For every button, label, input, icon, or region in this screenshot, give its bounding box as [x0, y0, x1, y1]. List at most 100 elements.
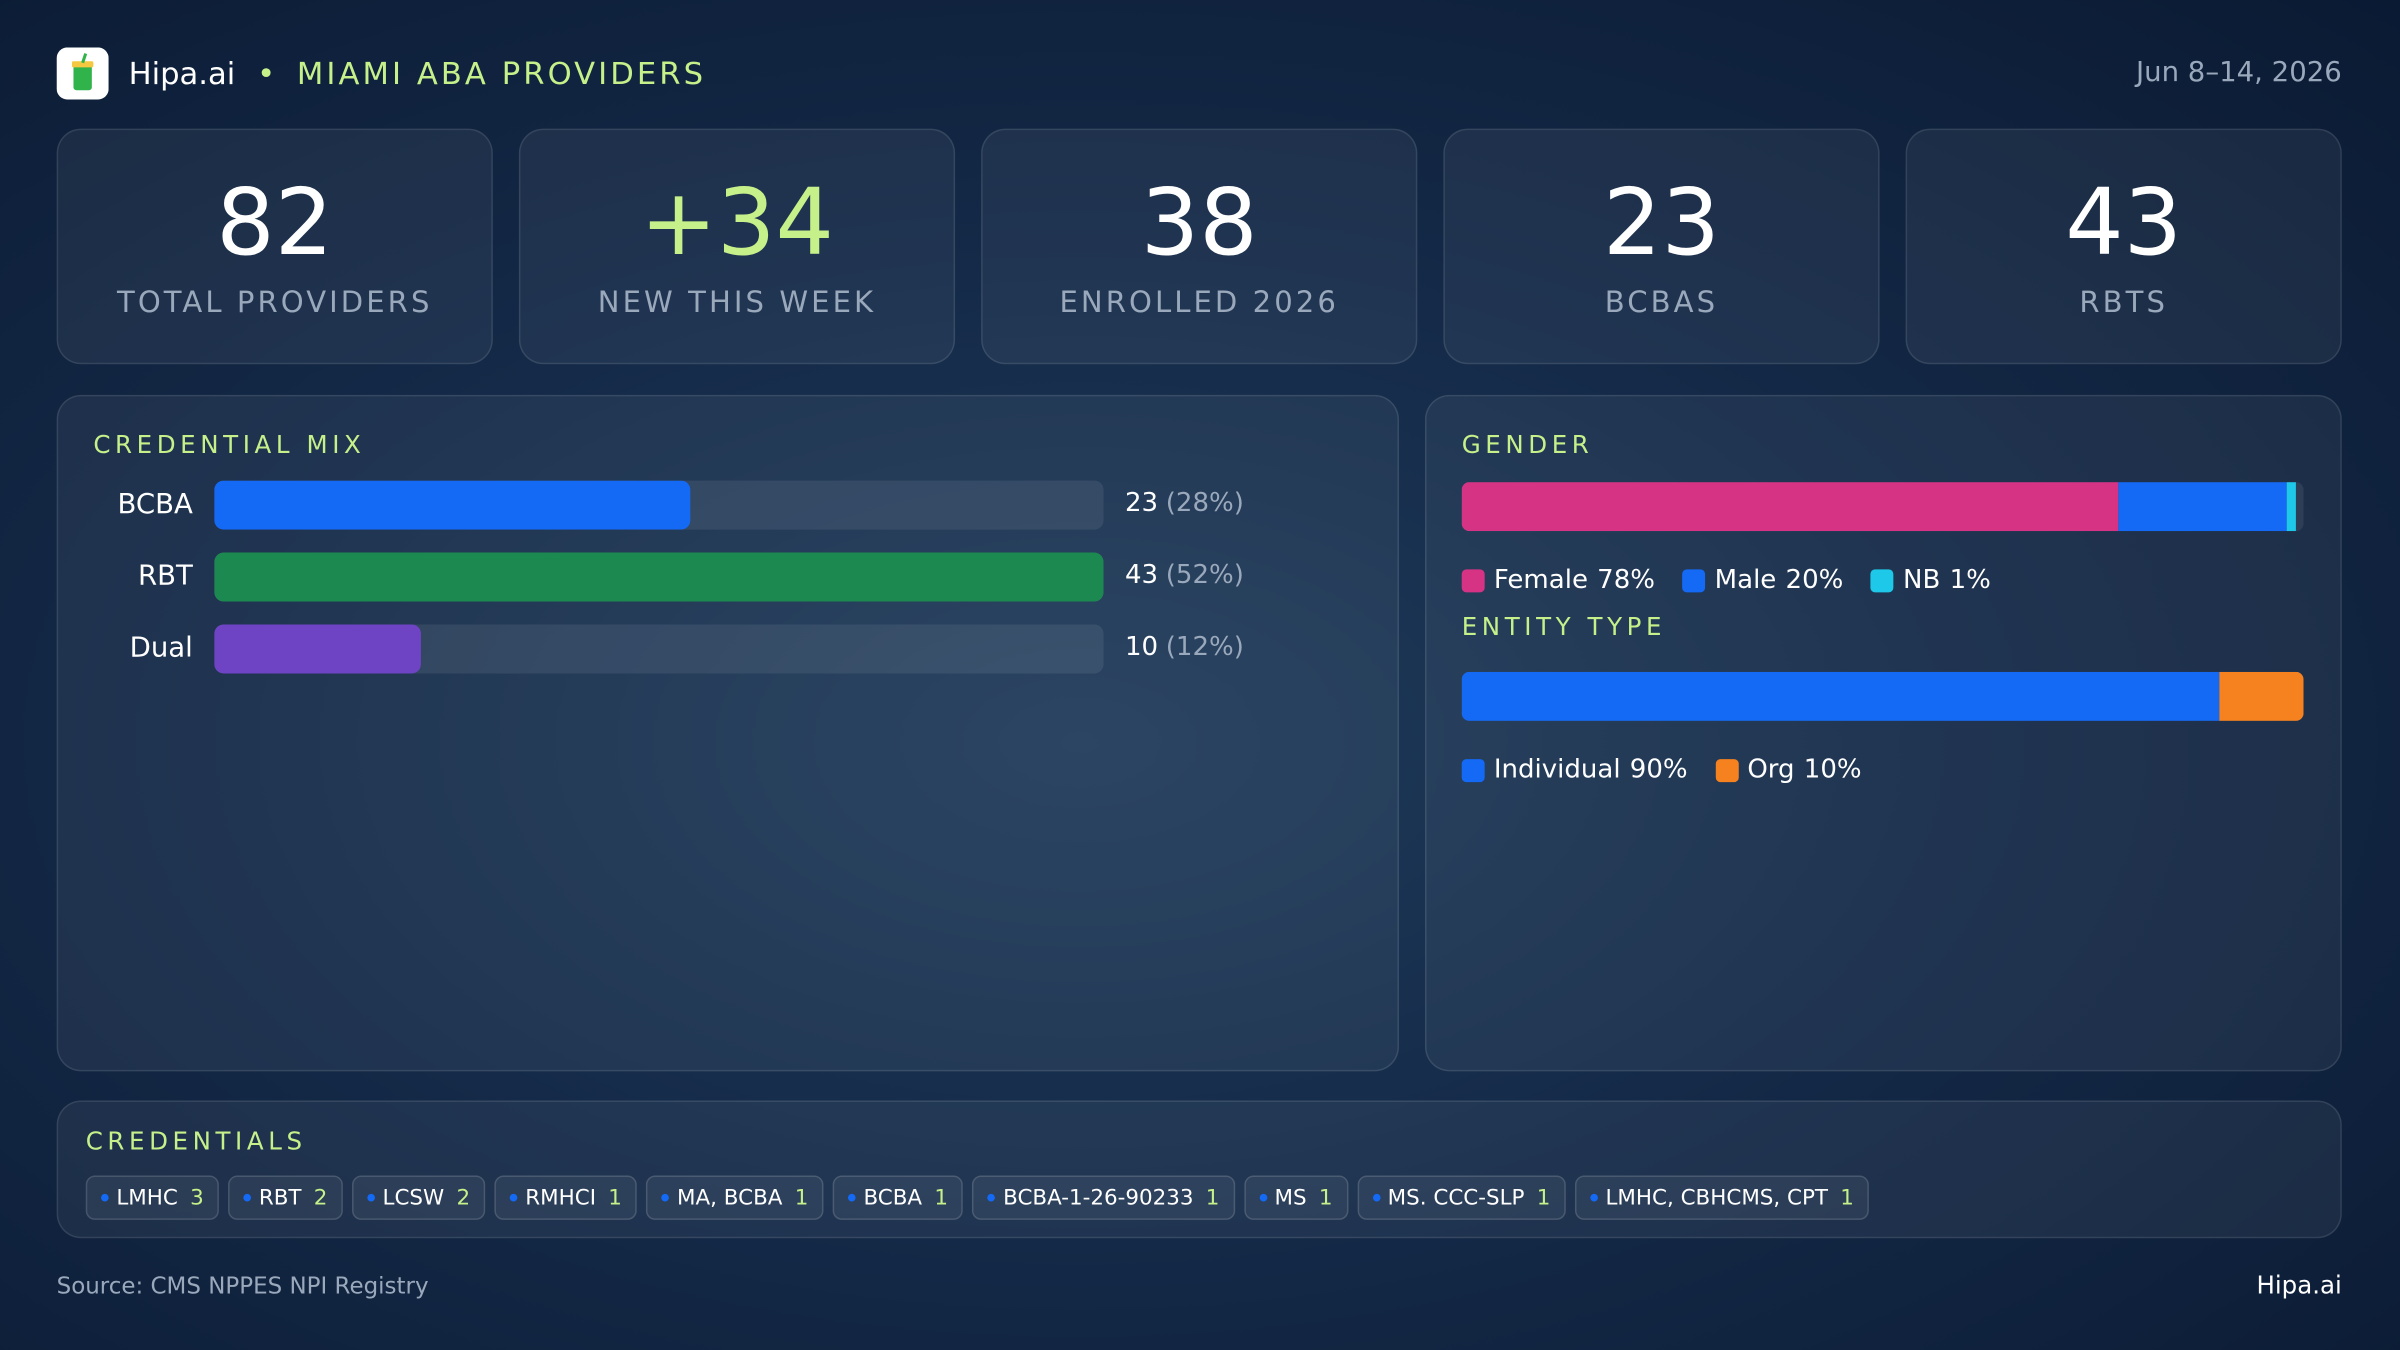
bar-label: RBT [137, 560, 193, 593]
logo [56, 47, 109, 100]
chip: LCSW 2 [351, 1175, 486, 1220]
legend-swatch [1461, 758, 1485, 782]
header-title: MIAMI ABA PROVIDERS [296, 55, 707, 92]
legend-swatch [1870, 568, 1894, 592]
legend: Individual 90% Org 10% [1461, 754, 1862, 786]
bar-track [214, 480, 1104, 530]
kpi-card: 43 RBTS [1905, 128, 2342, 365]
kpi-label: ENROLLED 2026 [1059, 286, 1339, 320]
legend-value: 90% [1629, 754, 1688, 786]
chip: RBT 2 [228, 1175, 343, 1220]
kpi-label: RBTS [2079, 286, 2169, 320]
chip-count: 1 [1840, 1185, 1854, 1210]
segment [1461, 482, 2119, 532]
chip-name: MS [1274, 1185, 1307, 1210]
chip-count: 1 [794, 1185, 809, 1210]
section-title: CREDENTIAL MIX [93, 430, 366, 460]
kpi-value: +34 [640, 169, 834, 278]
bar-label: BCBA [117, 488, 193, 521]
count: 10 [1124, 632, 1159, 663]
bar-track [214, 624, 1104, 674]
kpi-value: 43 [2065, 169, 2183, 278]
chip-count: 1 [934, 1185, 949, 1210]
chip: MS 1 [1243, 1175, 1348, 1220]
share: (28%) [1165, 488, 1244, 519]
chip-dot [1259, 1193, 1267, 1202]
count: 23 [1124, 488, 1159, 519]
chip-dot [101, 1193, 109, 1202]
chip-dot [987, 1193, 996, 1202]
value-label: 23 (28%) [1125, 488, 1244, 519]
kpi-label: NEW THIS WEEK [597, 286, 877, 320]
legend-item: Male 20% [1682, 564, 1844, 596]
chip: MS. CCC-SLP 1 [1357, 1175, 1566, 1220]
share: (52%) [1165, 560, 1244, 591]
chip: LMHC 3 [85, 1175, 220, 1220]
legend: Female 78% Male 20% NB 1% [1461, 564, 1991, 596]
chip: BCBA-1-26-90233 1 [972, 1175, 1235, 1220]
chip-name: MS. CCC-SLP [1387, 1185, 1525, 1210]
chip: LMHC, CBHCMS, CPT 1 [1574, 1175, 1870, 1220]
legend-name: NB [1903, 564, 1941, 596]
chip-dot [367, 1193, 375, 1202]
kpi-value: 82 [216, 169, 334, 278]
credential-mix-panel: CREDENTIAL MIX BCBA 23 (28%) RBT 43 (52%) Dual… [56, 394, 1399, 1072]
chip-count: 2 [456, 1185, 471, 1210]
legend-value: 20% [1785, 564, 1844, 596]
segment [2219, 671, 2304, 721]
source: Source: CMS NPPES NPI Registry [56, 1271, 429, 1300]
chip-dot [1372, 1193, 1381, 1202]
chip-count: 3 [190, 1185, 204, 1210]
legend-item: Org 10% [1715, 754, 1862, 786]
legend-swatch [1461, 568, 1485, 592]
value-label: 43 (52%) [1125, 560, 1244, 591]
chip-count: 1 [608, 1185, 622, 1210]
share: (12%) [1165, 632, 1244, 663]
kpi-card: 82 TOTAL PROVIDERS [56, 128, 493, 365]
chip-name: RMHCI [525, 1185, 597, 1210]
section-title: CREDENTIALS [85, 1126, 307, 1156]
brand: Hipa.ai [128, 55, 236, 92]
kpi-value: 23 [1603, 169, 1720, 278]
chip-name: MA, BCBA [677, 1185, 783, 1210]
kpi-label: TOTAL PROVIDERS [117, 286, 433, 320]
chip-dot [509, 1193, 518, 1202]
legend-value: 10% [1803, 754, 1862, 786]
chip-dot [243, 1193, 252, 1202]
chip-count: 1 [1318, 1185, 1333, 1210]
segment [1461, 671, 2220, 721]
legend-item: Female 78% [1461, 564, 1655, 596]
legend-item: Individual 90% [1461, 754, 1688, 786]
kpi-card: 23 BCBAS [1443, 128, 1880, 365]
chip-count: 1 [1536, 1185, 1551, 1210]
chip-name: LMHC [116, 1185, 178, 1210]
legend-swatch [1682, 568, 1706, 592]
kpi-card: 38 ENROLLED 2026 [981, 128, 1418, 365]
chip-dot [848, 1193, 856, 1202]
chip-list: LMHC 3 RBT 2 LCSW 2 RMHCI 1 MA, BCBA 1 BCBA 1 BCBA-1… [85, 1175, 1870, 1220]
chip: RMHCI 1 [494, 1175, 638, 1220]
bar-track [214, 552, 1104, 602]
date: Jun 8–14, 2026 [2136, 56, 2342, 89]
legend-item: NB 1% [1870, 564, 1991, 596]
bar [214, 624, 422, 674]
kpi-value: 38 [1140, 169, 1258, 278]
value-label: 10 (12%) [1125, 632, 1244, 663]
legend-name: Org [1747, 754, 1795, 786]
demographics-panel: GENDER ENTITY TYPE Female 78% Male 20% NB 1% I… [1424, 394, 2342, 1072]
separator: • [257, 55, 276, 92]
chip: BCBA 1 [832, 1175, 964, 1220]
legend-name: Female [1493, 564, 1588, 596]
kpi-card: +34 NEW THIS WEEK [518, 128, 956, 365]
chip-name: LCSW [382, 1185, 445, 1210]
chip-name: BCBA [863, 1185, 923, 1210]
legend-name: Individual [1493, 754, 1621, 786]
count: 43 [1124, 560, 1159, 591]
section-title: GENDER [1461, 430, 1594, 460]
legend-value: 1% [1949, 564, 1991, 596]
chip-dot [661, 1193, 670, 1202]
section-title: ENTITY TYPE [1461, 612, 1667, 642]
chip-count: 2 [313, 1185, 328, 1210]
legend-swatch [1715, 758, 1739, 782]
